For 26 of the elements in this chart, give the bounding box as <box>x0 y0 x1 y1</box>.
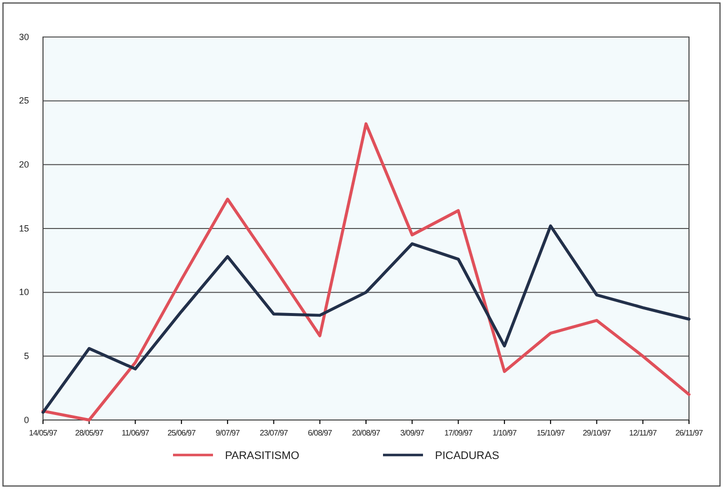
x-tick-label: 14/05/97 <box>29 428 58 438</box>
line-series <box>42 224 690 414</box>
x-tick-label: 17/09/97 <box>444 428 474 438</box>
x-tick-label: 9/07/97 <box>216 428 240 438</box>
y-tick-label: 0 <box>24 414 29 425</box>
x-tick-label: 3/09/97 <box>400 428 426 438</box>
x-tick-label: 15/10/97 <box>536 428 566 438</box>
y-tick-label: 20 <box>18 160 29 170</box>
x-tick-label: 1/10/97 <box>492 428 518 438</box>
y-tick-label: 10 <box>18 287 29 298</box>
y-tick-label: 30 <box>18 32 29 42</box>
x-tick-label: 20/08/97 <box>352 428 381 438</box>
x-tick-label: 26/11/97 <box>675 428 704 438</box>
legend-label: PICADURAS <box>435 450 500 462</box>
y-tick-label: 5 <box>24 351 29 362</box>
x-tick-label: 6/08/97 <box>308 428 333 438</box>
y-tick-label: 25 <box>18 96 29 106</box>
x-tick-label: 23/07/97 <box>260 428 289 438</box>
x-tick-label: 11/06/97 <box>122 428 150 438</box>
x-tick-label: 25/06/97 <box>167 428 196 438</box>
y-tick-label: 15 <box>18 223 29 234</box>
x-tick-label: 28/05/97 <box>75 428 104 438</box>
legend-label: PARASITISMO <box>225 450 300 462</box>
x-tick-label: 29/10/97 <box>582 428 612 438</box>
x-tick-label: 12/11/97 <box>629 428 658 438</box>
line-series <box>42 122 690 422</box>
